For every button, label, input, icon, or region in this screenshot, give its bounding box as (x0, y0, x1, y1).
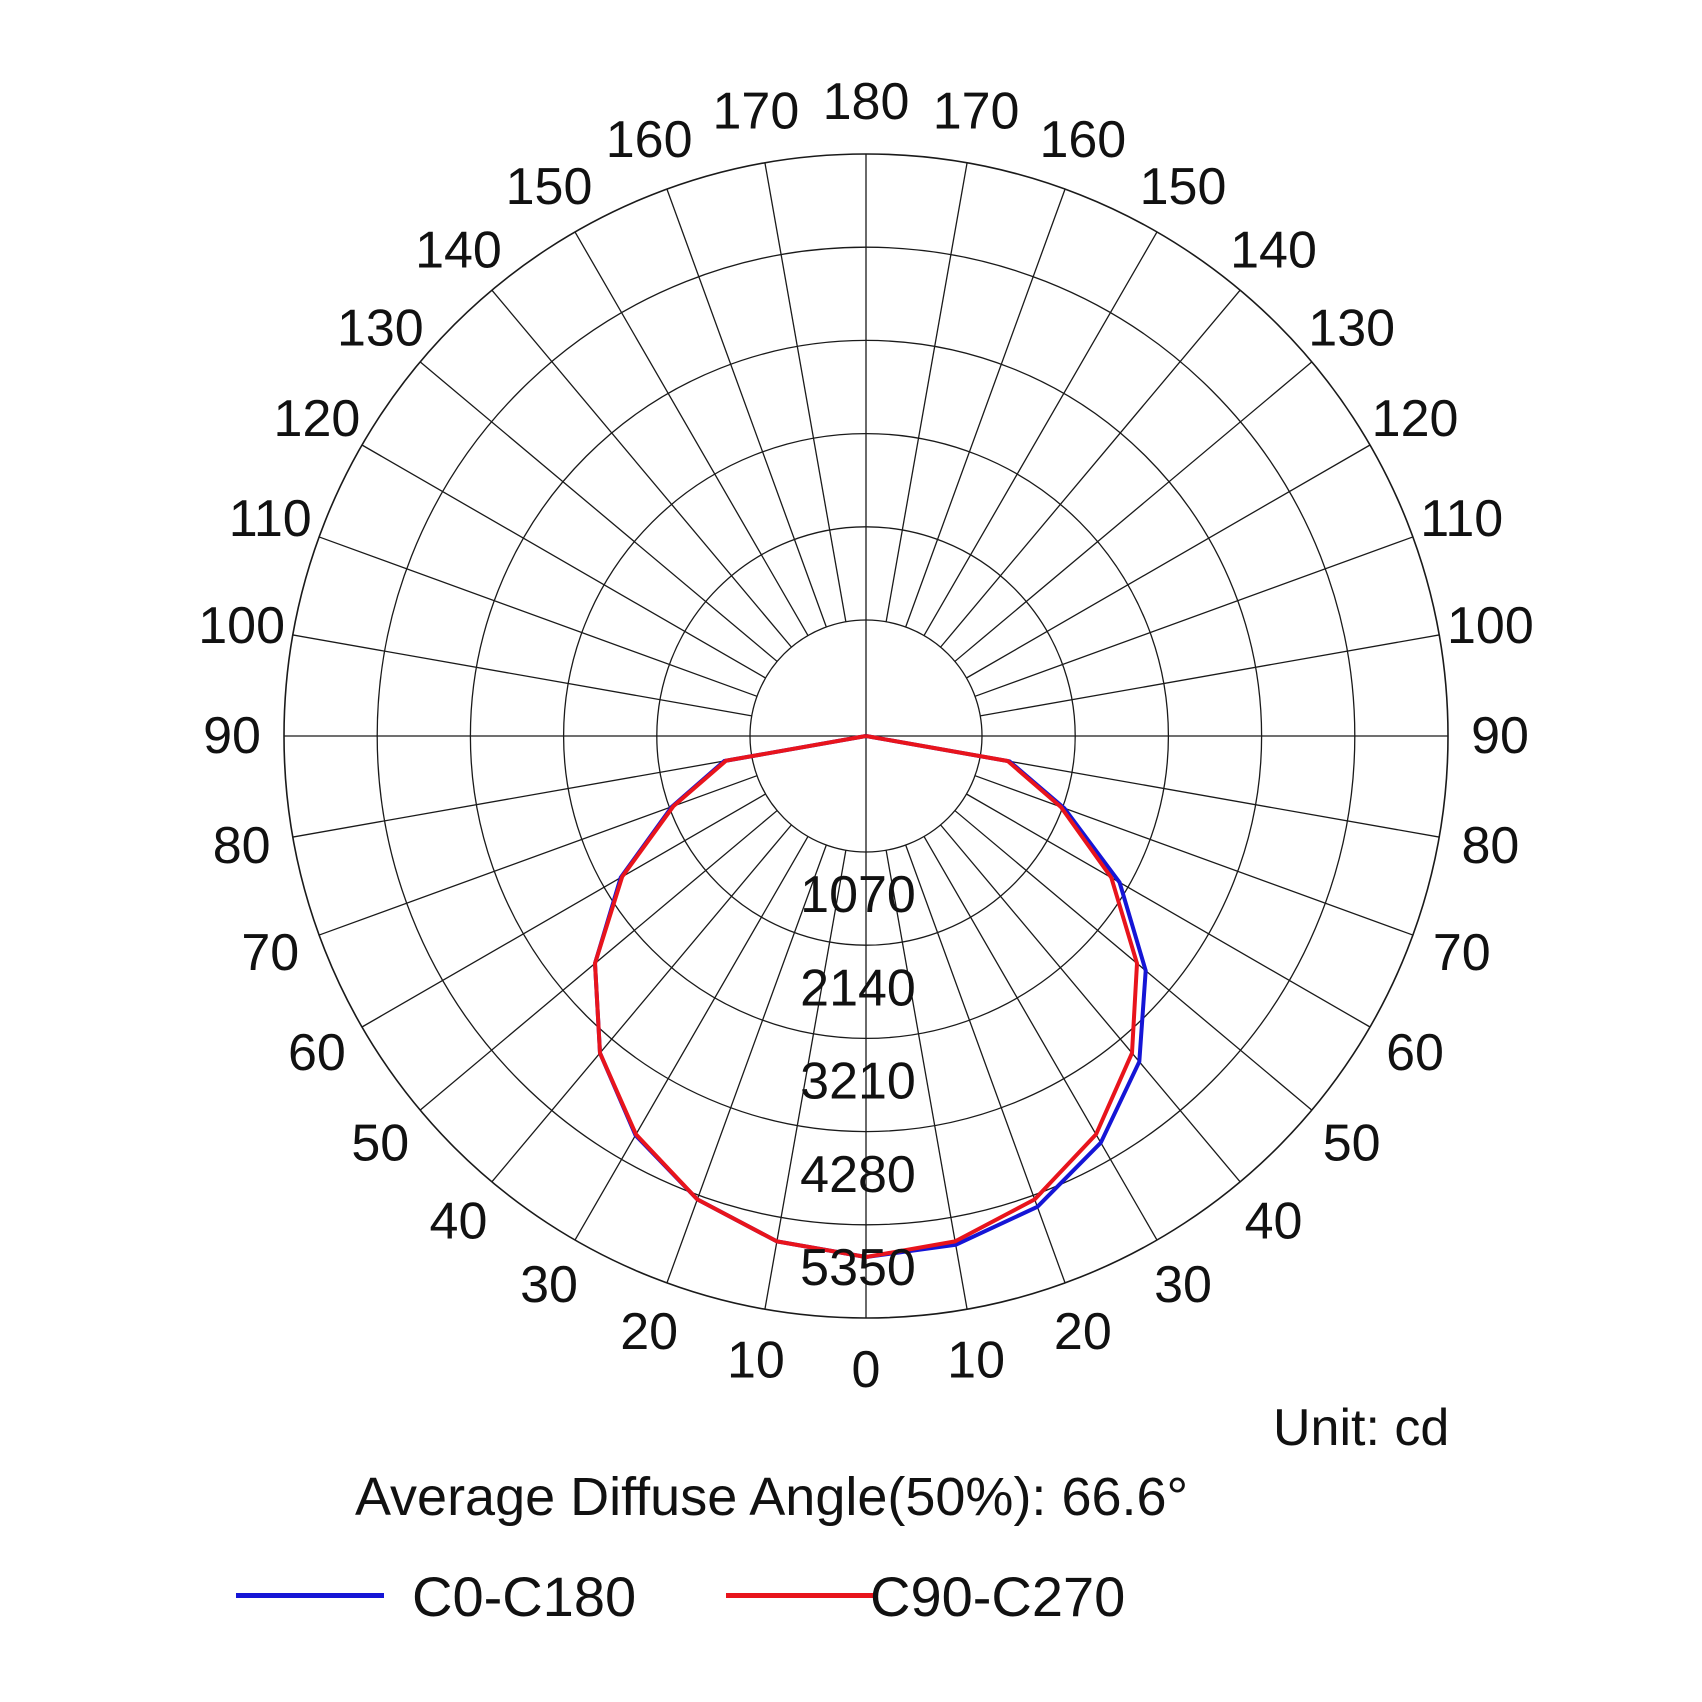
angle-tick-label: 10 (727, 1331, 785, 1389)
diffuse-angle-value: 66.6° (1061, 1467, 1189, 1527)
angle-tick-label: 180 (823, 73, 910, 131)
angle-tick-label: 150 (1140, 158, 1227, 216)
grid-spoke (980, 634, 1440, 717)
grid-spoke (923, 836, 1158, 1241)
unit-label: Unit: cd (1273, 1398, 1449, 1458)
grid-spoke (361, 793, 766, 1028)
angle-tick-label: 70 (1433, 924, 1491, 982)
grid-spoke (885, 162, 968, 622)
angle-tick-label: 80 (1461, 817, 1519, 875)
unit-value: cd (1394, 1399, 1450, 1457)
angle-tick-label: 140 (1230, 221, 1317, 279)
grid-spoke (954, 361, 1313, 662)
grid-spoke (966, 793, 1371, 1028)
angle-tick-label: 110 (1420, 490, 1503, 548)
legend-swatch-c0-c180 (236, 1593, 384, 1598)
grid-spoke (419, 810, 778, 1111)
grid-spoke (980, 755, 1440, 838)
grid-spoke (318, 536, 758, 697)
angle-tick-label: 90 (1471, 707, 1529, 765)
grid-spoke (361, 444, 766, 679)
grid-spoke (491, 289, 792, 648)
angle-tick-label: 70 (241, 924, 299, 982)
grid-spoke (905, 188, 1066, 628)
angle-tick-label: 90 (203, 707, 261, 765)
angle-tick-label: 120 (274, 390, 361, 448)
angle-tick-label: 120 (1372, 390, 1459, 448)
angle-tick-label: 20 (1054, 1303, 1112, 1361)
intensity-curves (593, 734, 1148, 1259)
angle-tick-label: 140 (415, 221, 502, 279)
radial-tick-label: 2140 (800, 959, 916, 1017)
grid-spoke (974, 775, 1414, 936)
grid-spoke (666, 188, 827, 628)
grid-spoke (923, 231, 1158, 636)
radial-tick-label: 1070 (800, 866, 916, 924)
diffuse-angle-subtitle: Average Diffuse Angle(50%): 66.6° (355, 1466, 1188, 1528)
angle-tick-label: 20 (620, 1303, 678, 1361)
angle-tick-label: 150 (506, 158, 593, 216)
angle-tick-label: 60 (288, 1024, 346, 1082)
angle-tick-label: 160 (1039, 111, 1126, 169)
grid-spoke (666, 844, 827, 1284)
angle-tick-label: 80 (213, 817, 271, 875)
radial-tick-label: 5350 (800, 1239, 916, 1297)
grid-spoke (905, 844, 1066, 1284)
grid-spoke (419, 361, 778, 662)
angle-tick-label: 40 (1245, 1193, 1303, 1251)
grid-spoke (764, 162, 847, 622)
angle-tick-label: 40 (430, 1193, 488, 1251)
radial-tick-labels: 1070 2140 3210 4280 5350 (800, 866, 916, 1297)
angle-tick-label: 100 (1447, 597, 1534, 655)
grid-spoke (954, 810, 1313, 1111)
angle-tick-label: 130 (1308, 299, 1395, 357)
diffuse-angle-label: Average Diffuse Angle(50%): (355, 1467, 1047, 1527)
angle-tick-label: 50 (1323, 1115, 1381, 1173)
polar-grid (283, 153, 1449, 1319)
angle-tick-label: 50 (351, 1115, 409, 1173)
grid-spoke (491, 824, 792, 1183)
grid-spoke (292, 755, 752, 838)
legend-label-c0-c180: C0-C180 (412, 1565, 637, 1628)
angle-tick-label: 170 (933, 83, 1020, 141)
angle-tick-label: 160 (606, 111, 693, 169)
grid-spoke (292, 634, 752, 717)
angle-tick-label: 60 (1386, 1024, 1444, 1082)
grid-spoke (574, 836, 809, 1241)
grid-spoke (966, 444, 1371, 679)
grid-spoke (574, 231, 809, 636)
angle-tick-label: 110 (229, 490, 312, 548)
angle-tick-label: 130 (337, 299, 424, 357)
legend-label-c90-c270: C90-C270 (870, 1565, 1126, 1628)
unit-label-text: Unit: (1273, 1399, 1380, 1457)
angle-tick-label: 0 (852, 1341, 881, 1399)
radial-tick-label: 4280 (800, 1146, 916, 1204)
series-curve-c90-c270 (593, 734, 1139, 1259)
grid-spoke (974, 536, 1414, 697)
angle-tick-label: 10 (947, 1331, 1005, 1389)
radial-tick-label: 3210 (800, 1053, 916, 1111)
grid-spoke (885, 850, 968, 1310)
angle-tick-label: 170 (713, 83, 800, 141)
grid-spoke (940, 824, 1241, 1183)
legend-swatch-c90-c270 (726, 1593, 874, 1598)
angle-tick-label: 30 (520, 1256, 578, 1314)
grid-spoke (764, 850, 847, 1310)
angle-tick-label: 100 (198, 597, 285, 655)
grid-spoke (318, 775, 758, 936)
angle-tick-label: 30 (1154, 1256, 1212, 1314)
grid-spoke (940, 289, 1241, 648)
